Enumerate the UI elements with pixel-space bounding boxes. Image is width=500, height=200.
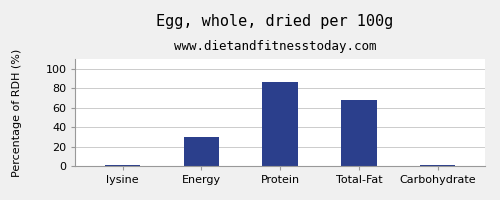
Bar xyxy=(184,137,219,166)
Text: Egg, whole, dried per 100g: Egg, whole, dried per 100g xyxy=(156,14,394,29)
Bar xyxy=(341,100,376,166)
Bar xyxy=(420,165,456,166)
Y-axis label: Percentage of RDH (%): Percentage of RDH (%) xyxy=(12,48,22,177)
Text: www.dietandfitnesstoday.com: www.dietandfitnesstoday.com xyxy=(174,40,376,53)
Bar xyxy=(262,82,298,166)
Bar xyxy=(105,165,140,166)
